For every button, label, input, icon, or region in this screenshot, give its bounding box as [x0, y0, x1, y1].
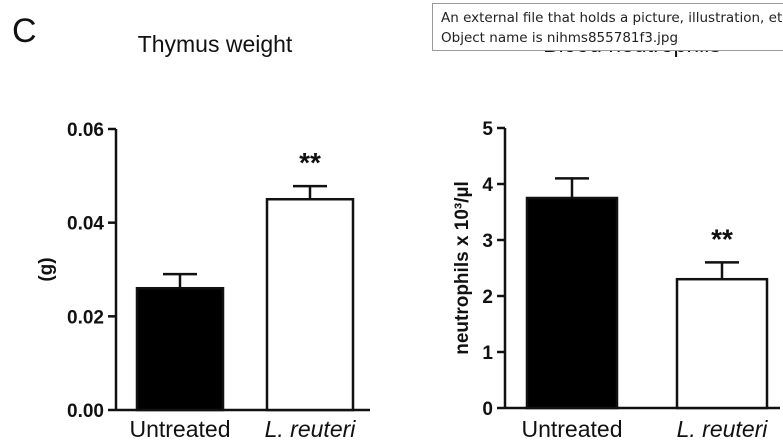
y-axis-label: neutrophils x 10³/µl: [452, 181, 473, 355]
bar: [265, 198, 355, 412]
tooltip-line-2: Object name is nihms855781f3.jpg: [441, 30, 679, 46]
y-tick-label: 1: [482, 343, 493, 364]
category-label: L. reuteri: [265, 416, 357, 442]
bar: [135, 286, 225, 412]
y-axis-label: (g): [36, 257, 57, 281]
y-tick-label: 2: [482, 287, 493, 308]
bar: [525, 196, 619, 410]
significance-label: **: [711, 223, 733, 254]
bar: [675, 277, 769, 410]
tooltip-line-1: An external file that holds a picture, i…: [441, 10, 783, 26]
image-tooltip: An external file that holds a picture, i…: [432, 3, 783, 51]
chart-title: Thymus weight: [138, 31, 293, 57]
y-tick-label: 0.00: [67, 401, 104, 422]
category-label: Untreated: [129, 416, 230, 442]
category-label: L. reuteri: [677, 416, 769, 442]
thymus-weight-chart: Thymus weight 0.00 0.02 0.04 0.06 (g) Untreate…: [36, 31, 370, 442]
significance-label: **: [299, 147, 321, 178]
y-tick-label: 0.04: [67, 214, 104, 235]
panel-letter: C: [12, 12, 37, 50]
category-label: Untreated: [521, 416, 622, 442]
y-tick-label: 5: [482, 119, 493, 140]
y-tick-label: 4: [482, 175, 493, 196]
y-tick-label: 0.06: [67, 120, 104, 141]
y-tick-label: 0: [482, 399, 493, 420]
blood-neutrophils-chart: Blood neutrophils012345neutrophils x 10³…: [452, 31, 780, 442]
y-tick-label: 0.02: [67, 307, 104, 328]
y-tick-label: 3: [482, 231, 493, 252]
